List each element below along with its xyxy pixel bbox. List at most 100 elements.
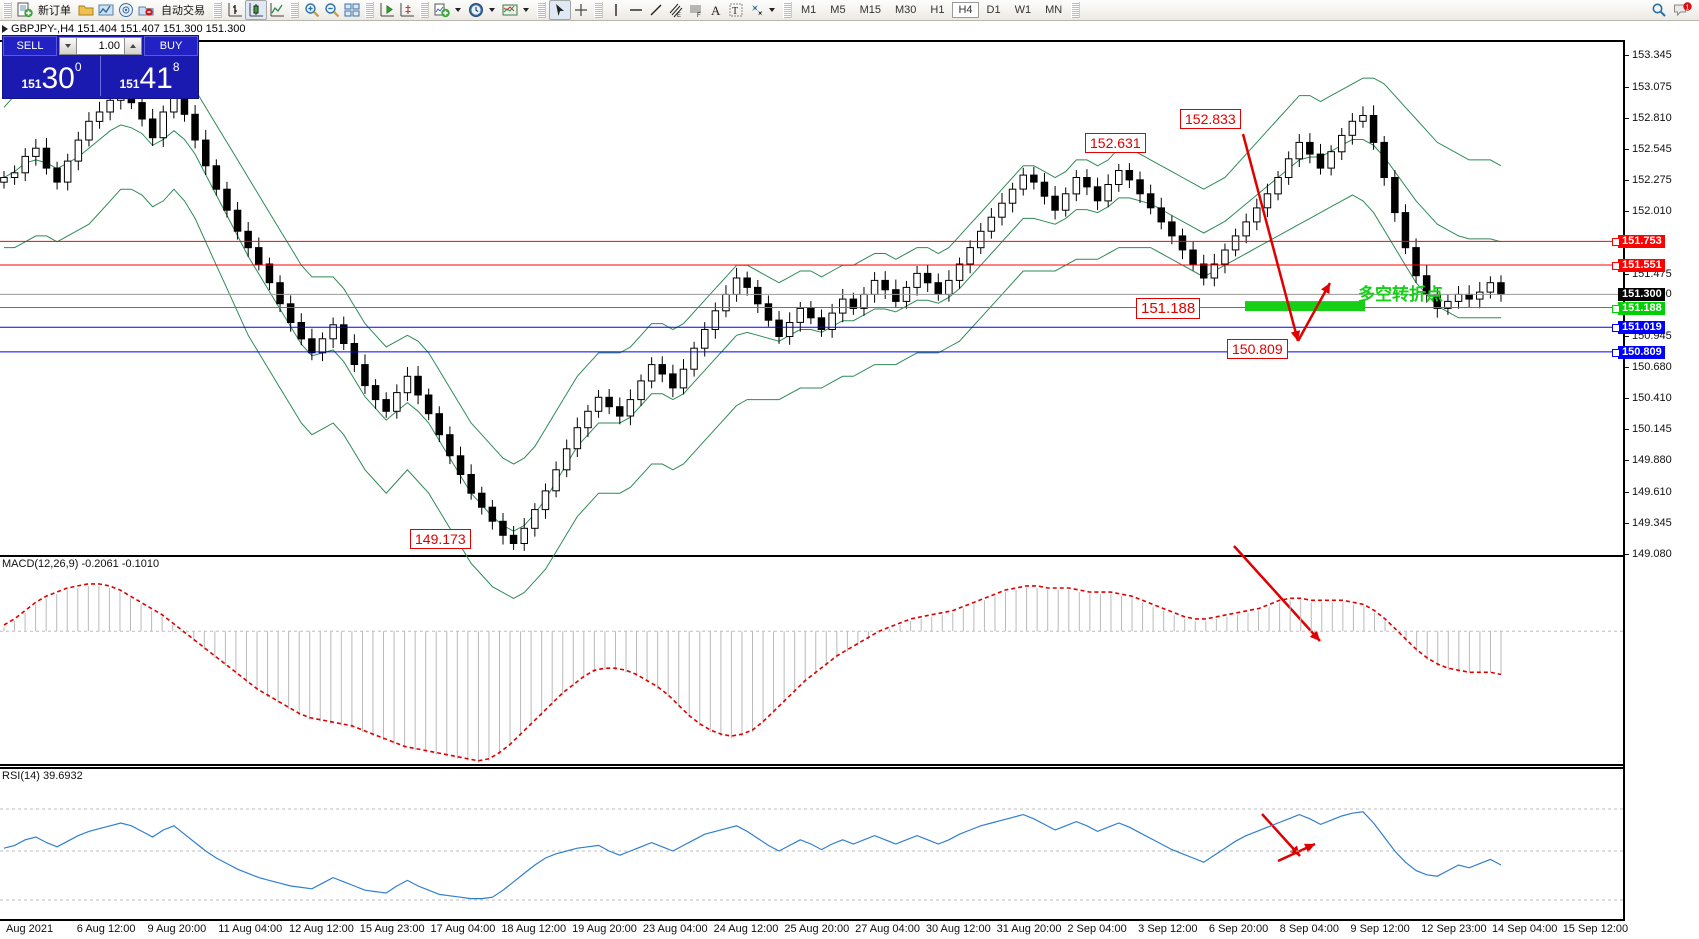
candle-body [1486,282,1495,293]
candle-body [318,338,327,354]
timeframe-button-h1[interactable]: H1 [930,4,945,16]
candle-body [85,120,93,141]
collapse-icon[interactable] [2,25,8,34]
cursor-tool-button[interactable] [549,0,571,20]
price-level-label-support[interactable]: 151.019 [1612,321,1665,335]
annotation-label[interactable]: 152.833 [1180,109,1241,129]
level-handle-icon[interactable] [1612,238,1620,247]
crosshair-tool-button[interactable] [571,1,591,19]
timeframe-button-m1[interactable]: M1 [801,4,817,16]
turning-point-annotation[interactable]: 多空转折点 [1358,285,1443,304]
price-tick-label: 149.080 [1632,548,1672,560]
time-tick-label: 2 Sep 04:00 [1067,923,1127,935]
trendline-tool-button[interactable] [646,1,666,19]
notification-count: 1 [1686,5,1690,12]
oct-controls-row[interactable]: SELL 1.00 BUY [3,36,198,56]
one-click-trading-panel[interactable]: SELL 1.00 BUY 151 30 0 151 41 8 [2,35,199,99]
timeframe-button-m5[interactable]: M5 [830,4,846,16]
annotation-label[interactable]: 152.631 [1085,133,1146,153]
auto-scroll-button[interactable] [377,1,397,19]
chevron-down-icon[interactable] [523,8,529,12]
search-icon[interactable] [1651,2,1667,18]
lot-increase-button[interactable] [124,37,142,55]
chart-shift-icon [399,2,415,18]
annotation-label[interactable]: 150.809 [1227,339,1288,359]
timeframe-group[interactable]: M1 M5 M15 M30 H1 H4 D1 W1 MN [795,2,1068,18]
candle-body [63,160,72,183]
autotrading-button[interactable]: 自动交易 [156,1,210,19]
indicators-button[interactable] [432,1,466,19]
toolbar-right-group[interactable]: 1 [1651,2,1699,18]
chart-canvas[interactable]: 0.30230.00-0.6406100805015 [0,21,1699,939]
tile-windows-button[interactable] [342,1,362,19]
terminal-button[interactable] [136,1,156,19]
text-label-tool-button[interactable]: T [726,1,746,19]
sell-price[interactable]: 151 30 0 [3,56,101,96]
notifications-icon[interactable]: 1 [1673,2,1693,18]
vertical-line-tool-button[interactable] [606,1,626,19]
annotation-label[interactable]: 149.173 [410,529,471,549]
buy-button[interactable]: BUY [144,36,198,56]
open-data-folder-button[interactable] [76,1,96,19]
timeframe-button-m30[interactable]: M30 [894,4,917,16]
level-handle-icon[interactable] [1612,304,1620,313]
main-toolbar[interactable]: 新订单 [0,0,1699,21]
fibonacci-tool-button[interactable]: F [686,1,706,19]
zoom-out-button[interactable] [322,1,342,19]
timeframe-button-w1[interactable]: W1 [1014,4,1032,16]
timeframe-button-mn[interactable]: MN [1045,4,1063,16]
horizontal-line-tool-button[interactable] [626,1,646,19]
price-level-label-resistance[interactable]: 151.753 [1612,235,1665,249]
chevron-down-icon[interactable] [455,8,461,12]
buy-price[interactable]: 151 41 8 [101,56,198,96]
sell-button[interactable]: SELL [3,36,57,56]
period-button[interactable] [466,1,500,19]
price-level-label-resistance[interactable]: 151.551 [1612,259,1665,273]
toolbar-separator [365,2,374,18]
price-level-label-support[interactable]: 150.809 [1612,345,1665,359]
timeframe-button-d1[interactable]: D1 [986,4,1001,16]
rsi-indicator-title: RSI(14) 39.6932 [2,770,83,782]
candle-body [350,343,359,365]
candlestick-chart-button[interactable] [245,0,267,20]
chevron-down-icon[interactable] [489,8,495,12]
tick-mark [1625,554,1629,555]
price-level-label-last-price[interactable]: 151.300 [1618,288,1665,302]
lot-size-value[interactable]: 1.00 [77,37,124,55]
timeframe-button-h4[interactable]: H4 [952,2,979,18]
chart-shift-button[interactable] [397,1,417,19]
templates-button[interactable] [500,1,534,19]
equidistant-channel-tool-button[interactable]: E [666,1,686,19]
line-chart-button[interactable] [267,1,287,19]
candle-body [647,364,656,382]
up-arrow-annotation [1296,282,1332,342]
candle-body [1284,158,1293,179]
bar-chart-button[interactable] [225,1,245,19]
time-tick-label: 6 Sep 20:00 [1208,923,1269,935]
candle-body [1327,151,1335,169]
text-tool-button[interactable]: A [706,1,726,19]
market-watch-button[interactable] [96,1,116,19]
time-axis[interactable]: Aug 2021 6 Aug 12:00 9 Aug 20:00 11 Aug 04:… [0,919,1628,939]
price-level-label-pivot[interactable]: 151.188 [1612,301,1665,315]
lot-size-stepper[interactable]: 1.00 [59,37,142,55]
level-handle-icon[interactable] [1612,348,1620,357]
price-axis[interactable]: 153.345 153.075 152.810 152.545 152.275 152.0… [1612,41,1699,939]
candle-body [817,317,826,330]
chart-area[interactable]: GBPJPY-,H4 151.404 151.407 151.300 151.3… [0,21,1699,939]
level-handle-icon[interactable] [1612,324,1620,333]
zoom-in-button[interactable] [302,1,322,19]
up-arrow-annotation-head [1321,283,1330,294]
shapes-tool-button[interactable] [746,1,780,19]
chevron-down-icon[interactable] [769,8,775,12]
navigator-button[interactable] [116,1,136,19]
annotation-label[interactable]: 151.188 [1136,298,1201,319]
candle-body [658,364,666,375]
candle-body [849,298,858,310]
time-tick-label: 30 Aug 12:00 [925,923,991,935]
timeframe-button-m15[interactable]: M15 [859,4,881,16]
new-order-button[interactable]: 新订单 [15,1,76,19]
lot-decrease-button[interactable] [59,37,77,55]
candle-body [605,396,613,408]
level-handle-icon[interactable] [1612,262,1620,271]
